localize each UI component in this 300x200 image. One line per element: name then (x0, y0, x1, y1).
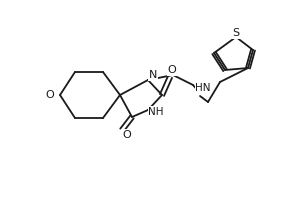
Text: S: S (232, 28, 240, 38)
Text: O: O (46, 90, 54, 100)
Text: N: N (149, 70, 157, 80)
Text: O: O (123, 130, 131, 140)
Text: HN: HN (195, 83, 211, 93)
Text: O: O (168, 65, 176, 75)
Text: NH: NH (148, 107, 164, 117)
